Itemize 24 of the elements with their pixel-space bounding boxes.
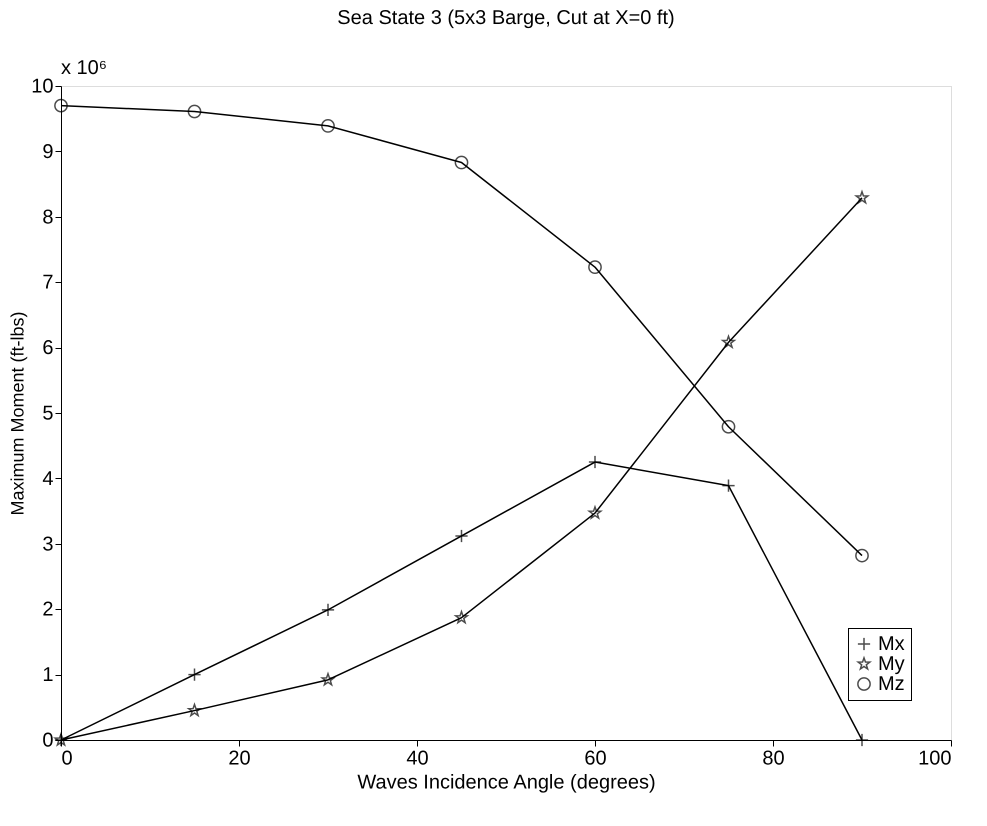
y-tick-label: 8 [42,206,54,228]
legend-label: My [878,653,905,675]
x-tick-label: 40 [406,748,429,770]
y-tick-label: 2 [42,598,54,621]
legend-label: Mx [878,633,905,655]
x-tick-label: 60 [584,748,607,770]
x-tick-label: 80 [762,748,785,770]
y-tick-label: 1 [42,664,54,686]
text: x 10⁶ [61,57,108,79]
y-tick-label: 3 [42,533,54,556]
x-tick-label: 0 [62,748,73,770]
x-tick-label: 100 [918,748,952,770]
y-tick-label: 10 [31,76,54,98]
y-tick-label: 6 [42,337,54,360]
y-tick-label: 4 [42,468,54,490]
y-tick-label: 0 [42,730,54,752]
y-axis-title: Maximum Moment (ft-lbs) [7,311,28,516]
chart-title: Sea State 3 (5x3 Barge, Cut at X=0 ft) [337,7,675,29]
x-tick-label: 20 [228,748,251,770]
y-tick-label: 5 [42,402,54,424]
legend-label: Mz [878,673,905,695]
y-tick-label: 7 [42,272,54,294]
x-axis-title: Waves Incidence Angle (degrees) [357,772,656,794]
y-tick-label: 9 [42,140,54,163]
